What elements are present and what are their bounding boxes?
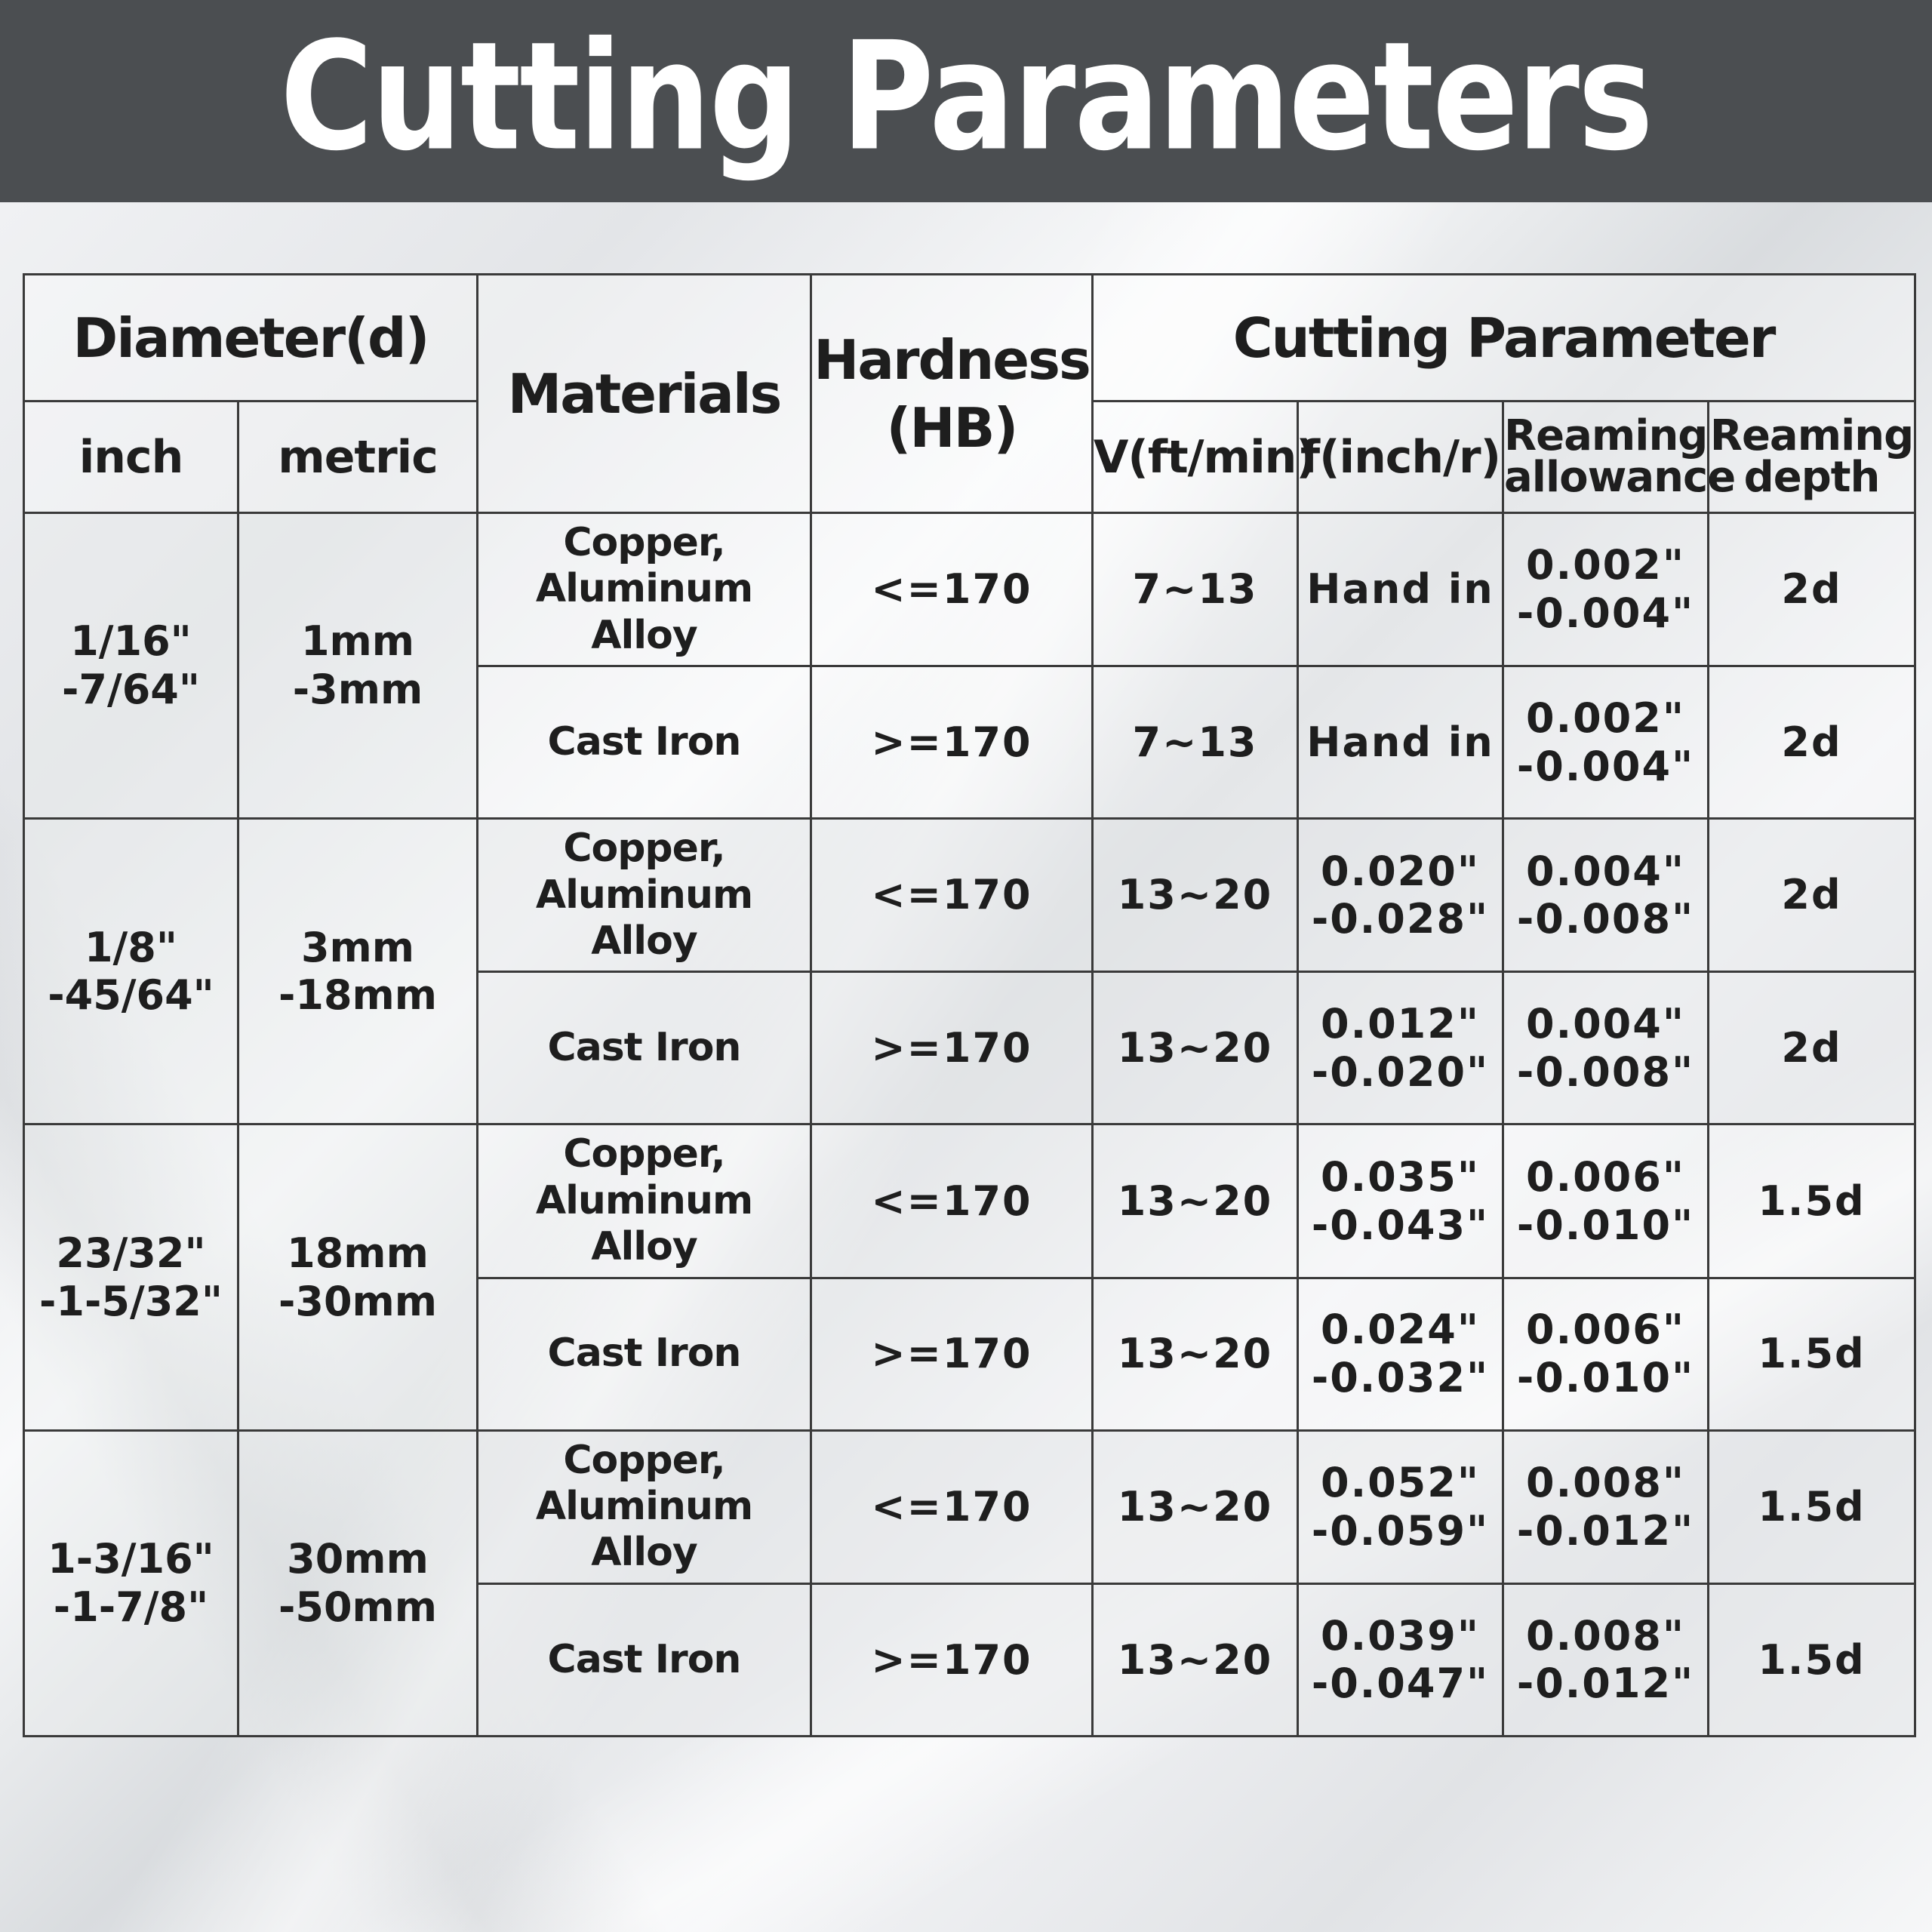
table-row: 1-3/16" -1-7/8" 30mm -50mm Copper, Alumi…	[23, 1429, 1917, 1738]
metric-range-cell: 3mm -18mm	[237, 817, 478, 1126]
feed-cell: Hand in	[1297, 665, 1504, 820]
table-row: 23/32" -1-5/32" 18mm -30mm Copper, Alumi…	[23, 1123, 1917, 1432]
allowance-cell: 0.008" -0.012"	[1502, 1582, 1709, 1738]
material-cell: Cast Iron	[476, 971, 812, 1126]
metric-header: metric	[237, 400, 478, 514]
hardness-header: Hardness (HB)	[810, 273, 1094, 514]
feed-cell: 0.012" -0.020"	[1297, 971, 1504, 1126]
speed-cell: 13~20	[1091, 1582, 1299, 1738]
depth-cell: 2d	[1706, 971, 1917, 1126]
hardness-cell: <=170	[810, 1429, 1094, 1585]
cutting-parameters-table: Diameter(d) Materials Hardness (HB) Cutt…	[23, 273, 1917, 1738]
inch-header: inch	[23, 400, 239, 514]
hardness-cell: >=170	[810, 971, 1094, 1126]
material-cell: Copper, Aluminum Alloy	[476, 817, 812, 974]
speed-cell: 13~20	[1091, 1276, 1299, 1432]
allowance-cell: 0.002" -0.004"	[1502, 665, 1709, 820]
hardness-cell: >=170	[810, 1276, 1094, 1432]
depth-cell: 1.5d	[1706, 1276, 1917, 1432]
diameter-header: Diameter(d)	[23, 273, 478, 402]
depth-cell: 2d	[1706, 511, 1917, 668]
cutting-parameter-header: Cutting Parameter	[1091, 273, 1917, 402]
f-header: f(inch/r)	[1297, 400, 1504, 514]
depth-cell: 1.5d	[1706, 1123, 1917, 1279]
hardness-cell: <=170	[810, 511, 1094, 668]
feed-cell: 0.035" -0.043"	[1297, 1123, 1504, 1279]
speed-cell: 7~13	[1091, 511, 1299, 668]
speed-cell: 13~20	[1091, 1123, 1299, 1279]
material-cell: Cast Iron	[476, 1582, 812, 1738]
depth-cell: 2d	[1706, 817, 1917, 974]
table-row: 1/8" -45/64" 3mm -18mm Copper, Aluminum …	[23, 817, 1917, 1126]
metric-range-cell: 30mm -50mm	[237, 1429, 478, 1738]
metric-range-cell: 1mm -3mm	[237, 511, 478, 820]
header-banner: Cutting Parameters	[0, 0, 1932, 202]
depth-cell: 1.5d	[1706, 1582, 1917, 1738]
inch-range-cell: 1-3/16" -1-7/8"	[23, 1429, 239, 1738]
reaming-depth-header: Reaming depth	[1706, 400, 1917, 514]
material-cell: Cast Iron	[476, 665, 812, 820]
allowance-cell: 0.006" -0.010"	[1502, 1123, 1709, 1279]
inch-range-cell: 23/32" -1-5/32"	[23, 1123, 239, 1432]
page-title: Cutting Parameters	[280, 9, 1654, 184]
table-row: Cast Iron >=170 13~20 0.012" -0.020" 0.0…	[24, 971, 1917, 1126]
material-cell: Copper, Aluminum Alloy	[476, 1123, 812, 1279]
hardness-cell: <=170	[810, 1123, 1094, 1279]
table-row: 1/16" -7/64" 1mm -3mm Copper, Aluminum A…	[23, 511, 1917, 820]
table-row: Cast Iron >=170 13~20 0.024" -0.032" 0.0…	[24, 1276, 1917, 1432]
speed-cell: 13~20	[1091, 971, 1299, 1126]
speed-cell: 13~20	[1091, 1429, 1299, 1585]
reaming-allowance-header: Reaming allowance	[1502, 400, 1736, 514]
v-header: V(ft/min)	[1091, 400, 1317, 514]
allowance-cell: 0.008" -0.012"	[1502, 1429, 1709, 1585]
speed-cell: 7~13	[1091, 665, 1299, 820]
depth-cell: 2d	[1706, 665, 1917, 820]
feed-cell: 0.052" -0.059"	[1297, 1429, 1504, 1585]
feed-cell: 0.020" -0.028"	[1297, 817, 1504, 974]
hardness-cell: <=170	[810, 817, 1094, 974]
hardness-cell: >=170	[810, 665, 1094, 820]
metric-range-cell: 18mm -30mm	[237, 1123, 478, 1432]
allowance-cell: 0.006" -0.010"	[1502, 1276, 1709, 1432]
depth-cell: 1.5d	[1706, 1429, 1917, 1585]
table-row: Cast Iron >=170 7~13 Hand in 0.002" -0.0…	[24, 665, 1917, 820]
allowance-cell: 0.004" -0.008"	[1502, 817, 1709, 974]
materials-header: Materials	[476, 273, 812, 514]
speed-cell: 13~20	[1091, 817, 1299, 974]
allowance-cell: 0.004" -0.008"	[1502, 971, 1709, 1126]
hardness-cell: >=170	[810, 1582, 1094, 1738]
feed-cell: 0.039" -0.047"	[1297, 1582, 1504, 1738]
material-cell: Copper, Aluminum Alloy	[476, 511, 812, 668]
inch-range-cell: 1/16" -7/64"	[23, 511, 239, 820]
table-row: Cast Iron >=170 13~20 0.039" -0.047" 0.0…	[24, 1582, 1917, 1738]
feed-cell: 0.024" -0.032"	[1297, 1276, 1504, 1432]
material-cell: Cast Iron	[476, 1276, 812, 1432]
inch-range-cell: 1/8" -45/64"	[23, 817, 239, 1126]
material-cell: Copper, Aluminum Alloy	[476, 1429, 812, 1585]
feed-cell: Hand in	[1297, 511, 1504, 668]
allowance-cell: 0.002" -0.004"	[1502, 511, 1709, 668]
